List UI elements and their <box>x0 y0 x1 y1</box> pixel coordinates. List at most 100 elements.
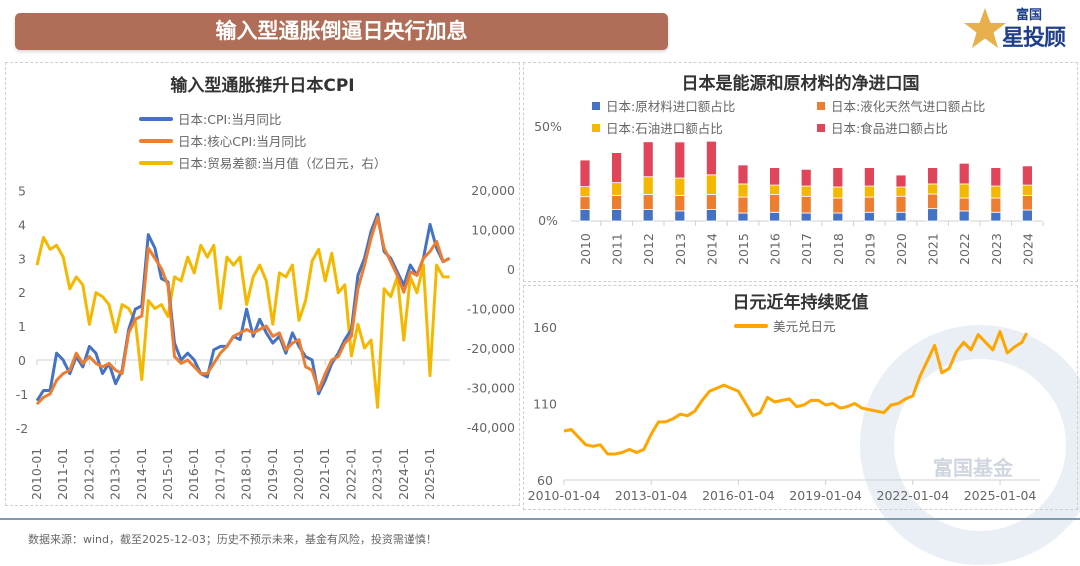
legend-item-food: 日本:食品进口额占比 <box>817 118 948 137</box>
x-tick-label: 2016-01 <box>186 448 201 500</box>
y-left-tick-label: 4 <box>18 217 26 232</box>
bar-segment <box>958 197 970 212</box>
x-tick-label: 2011-01 <box>55 448 70 500</box>
bar-segment <box>611 209 622 222</box>
bar-segment <box>769 211 780 222</box>
bar-segment <box>864 185 875 198</box>
x-tick-label: 2019-01 <box>265 448 280 500</box>
bar-segment <box>579 196 591 210</box>
logo-line1: 富国 <box>1016 8 1043 23</box>
x-tick-label: 2025-01-04 <box>964 488 1037 503</box>
bar-segment <box>579 209 591 222</box>
legend-swatch <box>592 123 600 132</box>
y-tick-label: 110 <box>533 397 557 412</box>
x-tick-label: 2015-01 <box>160 448 175 500</box>
bar-segment <box>958 183 970 199</box>
legend-label: 日本:食品进口额占比 <box>831 121 948 136</box>
legend-label: 日本:核心CPI:当月同比 <box>178 134 307 149</box>
bar-segment <box>611 182 622 196</box>
bar-segment <box>769 194 780 213</box>
legend-label: 日本:原材料进口额占比 <box>606 99 736 114</box>
bar-segment <box>642 176 654 195</box>
bar-segment <box>990 167 1002 187</box>
x-tick-label: 2015 <box>736 233 751 265</box>
y-right-tick-label: 20,000 <box>471 183 515 198</box>
bar-segment <box>706 174 717 195</box>
legend-swatch <box>734 323 768 328</box>
bar-segment <box>737 196 749 214</box>
x-tick-label: 2022 <box>957 233 972 265</box>
logo-line2: 星投顾 <box>1002 26 1066 51</box>
bar-segment <box>864 211 875 222</box>
y-right-tick-label: -20,000 <box>467 341 515 356</box>
y-tick-label: 0% <box>538 213 558 228</box>
bar-segment <box>769 184 780 195</box>
bar-segment <box>927 183 938 195</box>
bar-segment <box>832 167 844 188</box>
y-tick-label: 60 <box>537 473 553 488</box>
bar-segment <box>579 159 591 188</box>
page-title: 输入型通胀倒逼日央行加息 <box>15 13 668 50</box>
bar-segment <box>832 197 844 214</box>
x-tick-label: 2013 <box>673 233 688 265</box>
bar-segment <box>958 162 970 185</box>
x-tick-label: 2016-01-04 <box>702 488 775 503</box>
legend-item-lng: 日本:液化天然气进口额占比 <box>817 96 985 115</box>
bar-segment <box>800 195 812 214</box>
bar-segment <box>706 193 717 210</box>
legend-item-trade: 日本:贸易差额:当月值（亿日元，右） <box>139 153 386 172</box>
legend-swatch <box>139 138 173 143</box>
bar-segment <box>990 197 1002 213</box>
bar-segment <box>1022 194 1033 211</box>
legend-item-raw: 日本:原材料进口额占比 <box>592 96 735 115</box>
y-left-tick-label: 0 <box>18 353 26 368</box>
cpi-line <box>35 212 451 402</box>
trade-balance-line <box>35 235 450 409</box>
y-left-tick-label: 2 <box>18 285 26 300</box>
bar-segment <box>895 211 907 222</box>
legend-item-usdjpy: 美元兑日元 <box>734 316 836 335</box>
x-tick-label: 2012-01 <box>81 448 96 500</box>
legend-label: 美元兑日元 <box>773 319 836 334</box>
bar-segment <box>800 168 812 187</box>
bar-segment <box>1022 165 1033 186</box>
bar-segment <box>674 141 686 179</box>
bar-segment <box>958 210 970 222</box>
x-tick-label: 2024-01 <box>396 448 411 500</box>
bar-segment <box>642 193 654 210</box>
x-tick-label: 2014-01 <box>134 448 149 500</box>
y-right-tick-label: -40,000 <box>467 420 515 435</box>
bar-segment <box>706 209 717 222</box>
footer-disclaimer: 数据来源：wind，截至2025-12-03；历史不预示未来，基金有风险，投资需… <box>28 533 437 546</box>
bar-segment <box>642 141 654 178</box>
bar-segment <box>895 174 907 188</box>
cpi-chart-panel: 输入型通胀推升日本CPI 日本:CPI:当月同比 日本:核心CPI:当月同比 日… <box>5 62 520 506</box>
chart-title: 日元近年持续贬值 <box>732 293 869 313</box>
legend-label: 日本:液化天然气进口额占比 <box>831 99 986 114</box>
bar-segment <box>800 185 812 197</box>
footer-divider <box>0 518 1080 520</box>
bar-segment <box>674 210 686 222</box>
legend-label: 日本:石油进口额占比 <box>606 121 723 136</box>
bar-segment <box>611 194 622 211</box>
y-left-tick-label: -2 <box>16 421 28 436</box>
star-icon <box>964 8 1006 48</box>
legend-item-cpi: 日本:CPI:当月同比 <box>139 109 281 128</box>
legend-swatch <box>592 101 600 110</box>
x-tick-label: 2012 <box>641 233 656 265</box>
bar-segment <box>642 209 654 222</box>
core-cpi-line <box>35 216 451 406</box>
y-left-tick-label: 1 <box>18 319 26 334</box>
x-tick-label: 2020-01 <box>291 448 306 500</box>
x-tick-label: 2010-01-04 <box>528 488 601 503</box>
bar-segment <box>674 177 686 196</box>
bar-segment <box>927 167 938 185</box>
x-tick-label: 2017 <box>799 233 814 265</box>
legend-label: 日本:CPI:当月同比 <box>178 112 282 127</box>
y-tick-label: 160 <box>533 320 557 335</box>
bar-segment <box>990 185 1002 199</box>
brand-logo: 富国 星投顾 <box>962 4 1077 56</box>
bar-segment <box>706 140 717 176</box>
legend-item-oil: 日本:石油进口额占比 <box>592 118 723 137</box>
